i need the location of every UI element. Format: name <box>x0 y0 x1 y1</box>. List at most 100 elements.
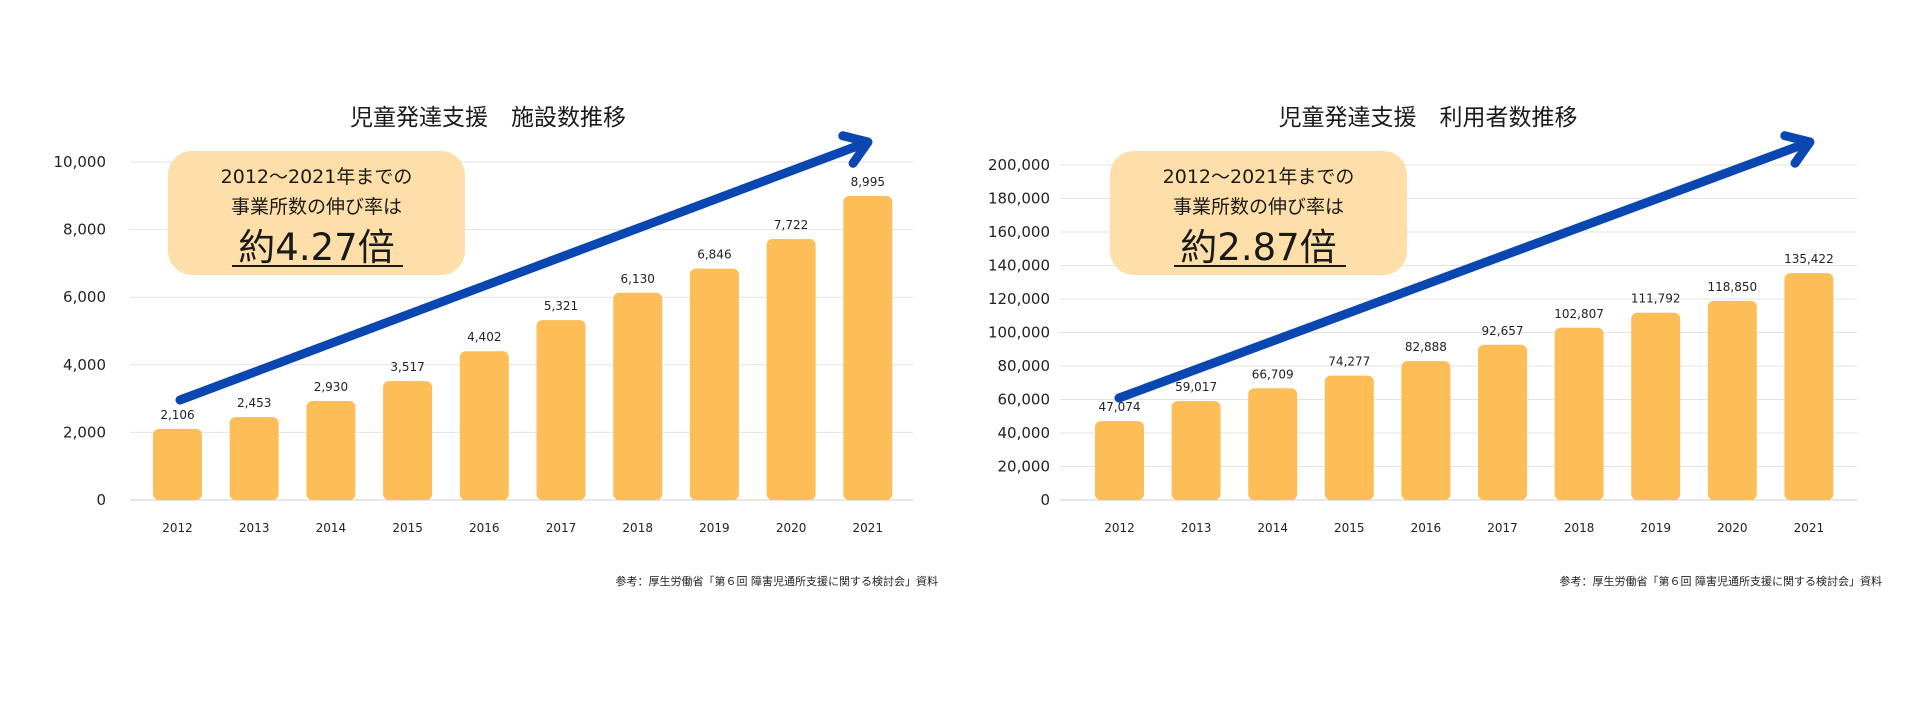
y-tick-label: 120,000 <box>988 290 1050 308</box>
year-label-2016: 2016 <box>469 521 500 535</box>
bars <box>1095 273 1834 500</box>
value-label-2015: 74,277 <box>1328 355 1370 369</box>
bar-2021 <box>1784 273 1834 500</box>
callout-line-1: 2012～2021年までの <box>1163 166 1355 188</box>
y-tick-label: 20,000 <box>998 458 1051 476</box>
bar-2017 <box>536 320 586 500</box>
value-label-2013: 2,453 <box>237 396 271 410</box>
year-label-2014: 2014 <box>316 521 347 535</box>
callout-line-2: 事業所数の伸び率は <box>231 196 402 218</box>
value-label-2020: 7,722 <box>774 218 808 232</box>
bar-2015 <box>1324 375 1374 500</box>
y-tick-label: 60,000 <box>998 391 1051 409</box>
year-label-2014: 2014 <box>1257 521 1288 535</box>
bar-2018 <box>613 292 663 500</box>
value-label-2014: 2,930 <box>314 380 348 394</box>
y-tick-label: 200,000 <box>988 156 1050 174</box>
growth-callout-box <box>1110 151 1407 275</box>
year-label-2019: 2019 <box>1640 521 1671 535</box>
bar-2012 <box>1095 421 1144 500</box>
bars <box>153 195 893 500</box>
year-label-2018: 2018 <box>1564 521 1595 535</box>
year-label-2020: 2020 <box>1717 521 1748 535</box>
value-label-2014: 66,709 <box>1252 367 1294 381</box>
bar-value-labels: 2,106 2,453 2,930 3,517 4,402 5,321 6,130 6,846… <box>160 175 885 422</box>
value-label-2016: 4,402 <box>467 330 501 344</box>
y-tick-label: 2,000 <box>63 423 106 441</box>
arrow-shaft <box>175 139 867 405</box>
value-label-2017: 92,657 <box>1482 324 1524 338</box>
year-label-2018: 2018 <box>622 521 653 535</box>
bar-2020 <box>766 238 816 500</box>
growth-arrow <box>1114 131 1815 403</box>
bar-value-labels: 47,074 59,017 66,709 74,277 82,888 92,657 102,… <box>1099 252 1834 414</box>
bar-2016 <box>459 351 509 500</box>
year-label-2012: 2012 <box>1104 521 1135 535</box>
year-label-2020: 2020 <box>776 521 807 535</box>
bar-2016 <box>1401 361 1451 500</box>
year-label-2015: 2015 <box>1334 521 1365 535</box>
y-tick-label: 8,000 <box>63 221 106 239</box>
y-tick-label: 40,000 <box>998 424 1051 442</box>
user-count-chart: 児童発達支援 利用者数推移 0 20,000 40,000 60,000 80,000 1… <box>988 105 1883 588</box>
facility-count-chart-panel: 児童発達支援 施設数推移 0 2,000 4,000 6,000 8,000 10,000… <box>0 0 958 705</box>
callout-growth-rate: 約4.27倍 <box>238 226 394 269</box>
bar-2014 <box>306 400 356 500</box>
chart-title: 児童発達支援 施設数推移 <box>350 105 626 131</box>
y-tick-label: 0 <box>96 491 106 509</box>
arrow-shaft <box>1114 139 1809 403</box>
arrow-head-icon <box>838 131 873 168</box>
value-label-2021: 8,995 <box>851 175 885 189</box>
bar-2019 <box>1631 312 1681 500</box>
bar-2017 <box>1478 344 1527 500</box>
y-tick-label: 160,000 <box>988 223 1050 241</box>
callout-line-1: 2012～2021年までの <box>221 166 413 188</box>
bar-2012 <box>153 428 202 500</box>
growth-arrow <box>175 131 873 405</box>
value-label-2018: 102,807 <box>1554 307 1604 321</box>
value-label-2018: 6,130 <box>621 272 655 286</box>
bar-2013 <box>1171 401 1221 500</box>
value-label-2016: 82,888 <box>1405 340 1447 354</box>
user-count-chart-panel: 児童発達支援 利用者数推移 0 20,000 40,000 60,000 80,000 1… <box>958 0 1917 705</box>
value-label-2017: 5,321 <box>544 299 578 313</box>
arrow-head-icon <box>1780 131 1815 168</box>
growth-callout-box <box>168 151 465 275</box>
value-label-2013: 59,017 <box>1175 380 1217 394</box>
y-tick-label: 180,000 <box>988 190 1050 208</box>
value-label-2012: 47,074 <box>1099 400 1141 414</box>
year-label-2021: 2021 <box>853 521 884 535</box>
year-label-2015: 2015 <box>392 521 423 535</box>
value-label-2015: 3,517 <box>390 360 424 374</box>
value-label-2021: 135,422 <box>1784 252 1834 266</box>
year-label-2016: 2016 <box>1411 521 1442 535</box>
bar-2021 <box>843 195 893 500</box>
year-label-2013: 2013 <box>239 521 270 535</box>
y-tick-label: 0 <box>1040 491 1050 509</box>
bar-2014 <box>1248 388 1298 500</box>
year-label-2012: 2012 <box>162 521 193 535</box>
bar-2015 <box>383 381 433 500</box>
year-label-2017: 2017 <box>546 521 577 535</box>
y-axis-tick-labels: 0 2,000 4,000 6,000 8,000 10,000 <box>54 153 107 509</box>
source-note: 参考：厚生労働省「第６回 障害児通所支援に関する検討会」資料 <box>616 574 939 588</box>
year-label-2019: 2019 <box>699 521 730 535</box>
facility-count-chart: 児童発達支援 施設数推移 0 2,000 4,000 6,000 8,000 10,000… <box>54 105 939 588</box>
y-tick-label: 6,000 <box>63 288 106 306</box>
year-label-2021: 2021 <box>1794 521 1825 535</box>
value-label-2012: 2,106 <box>160 408 194 422</box>
value-label-2019: 111,792 <box>1631 292 1681 306</box>
bar-2013 <box>229 417 279 500</box>
callout-growth-rate: 約2.87倍 <box>1180 226 1336 269</box>
y-tick-label: 4,000 <box>63 356 106 374</box>
value-label-2020: 118,850 <box>1707 280 1757 294</box>
callout-line-2: 事業所数の伸び率は <box>1173 196 1344 218</box>
bar-2018 <box>1554 327 1604 500</box>
bar-2019 <box>689 268 739 500</box>
x-axis-year-labels: 2012 2013 2014 2015 2016 2017 2018 2019 2020 2021 <box>162 521 883 535</box>
bar-2020 <box>1707 300 1757 500</box>
y-tick-label: 10,000 <box>54 153 107 171</box>
y-tick-label: 80,000 <box>998 357 1051 375</box>
source-note: 参考：厚生労働省「第６回 障害児通所支援に関する検討会」資料 <box>1560 574 1883 588</box>
chart-title: 児童発達支援 利用者数推移 <box>1279 105 1578 131</box>
